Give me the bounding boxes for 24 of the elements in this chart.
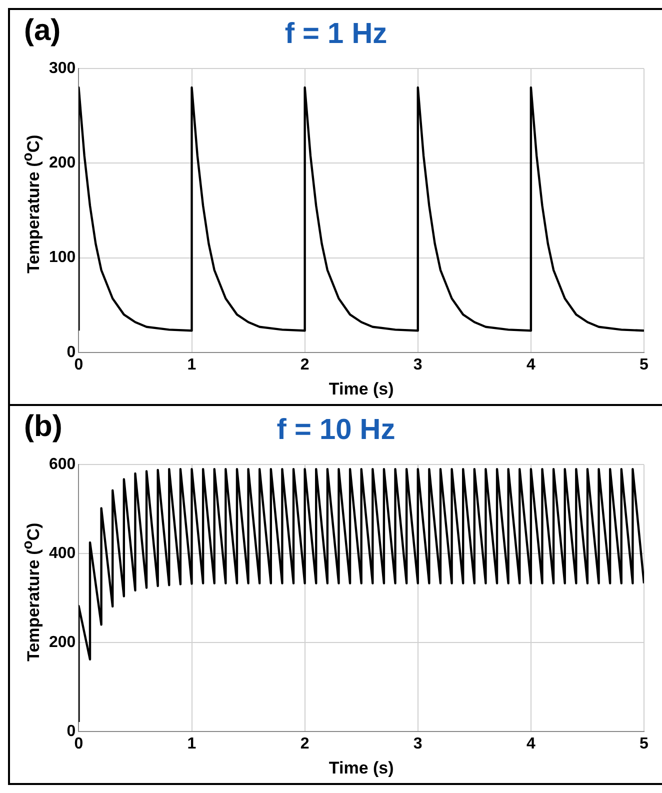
x-tick-label: 4 xyxy=(526,735,536,752)
y-tick-label: 200 xyxy=(48,154,76,172)
y-tick-label: 300 xyxy=(48,60,76,78)
y-tick-label: 100 xyxy=(48,249,76,266)
text: (a) xyxy=(24,14,61,48)
x-tick-label: 5 xyxy=(640,735,649,752)
x-axis-title: Time (s) xyxy=(328,758,394,778)
text: (b) xyxy=(24,410,62,444)
y-tick-label: 200 xyxy=(48,634,76,651)
y-tick-label: 0 xyxy=(66,722,76,740)
y-tick-label: 0 xyxy=(66,344,76,361)
x-tick-label: 3 xyxy=(413,356,422,374)
chart-title: f = 10 Hz xyxy=(276,414,396,446)
x-tick-label: 2 xyxy=(300,735,310,752)
chart-title: f = 1 Hz xyxy=(284,18,388,50)
x-axis-title: Time (s) xyxy=(328,379,394,398)
x-tick-label: 5 xyxy=(640,356,649,374)
x-tick-label: 2 xyxy=(300,356,310,374)
x-tick-label: 1 xyxy=(187,735,196,752)
x-tick-label: 3 xyxy=(413,735,422,752)
y-tick-label: 600 xyxy=(48,456,76,474)
x-tick-label: 4 xyxy=(526,356,536,374)
x-tick-label: 1 xyxy=(187,356,196,374)
y-tick-label: 400 xyxy=(48,544,76,562)
